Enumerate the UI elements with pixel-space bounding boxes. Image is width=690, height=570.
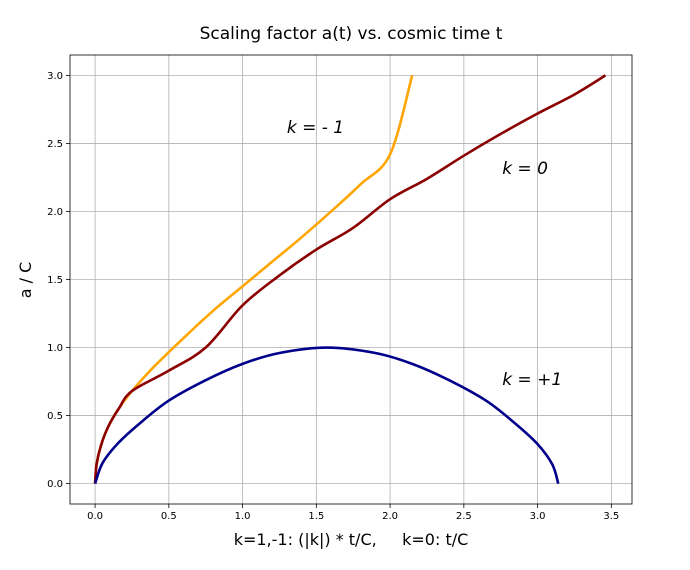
x-tick-label: 3.0	[530, 511, 546, 522]
y-tick-label: 0.5	[47, 411, 63, 422]
annotation-label: k = - 1	[287, 118, 344, 138]
chart-title: Scaling factor a(t) vs. cosmic time t	[200, 24, 503, 44]
axis-ticks: 0.0 0.5 1.0 1.5 2.0 2.5 3.0 3.5 0.0 0.5 1.0 1.5 2.0 2…	[47, 71, 619, 522]
y-tick-label: 1.0	[47, 343, 63, 354]
y-tick-label: 0.0	[47, 479, 63, 490]
x-tick-label: 0.0	[87, 511, 103, 522]
series-line-k-0	[93, 74, 607, 484]
x-tick-label: 1.0	[235, 511, 251, 522]
x-tick-label: 1.5	[308, 511, 324, 522]
y-tick-label: 1.5	[47, 275, 63, 286]
plot-series	[93, 74, 607, 485]
x-tick-label: 2.0	[382, 511, 398, 522]
x-tick-label: 0.5	[161, 511, 177, 522]
annotation-label: k = +1	[502, 370, 562, 390]
grid	[70, 55, 632, 504]
annotation-label: k = 0	[502, 159, 548, 179]
y-tick-label: 2.5	[47, 139, 63, 150]
x-tick-label: 3.5	[603, 511, 619, 522]
series-line-k-1	[93, 346, 560, 485]
x-tick-label: 2.5	[456, 511, 472, 522]
y-tick-label: 2.0	[47, 207, 63, 218]
annotations: k = - 1 k = 0 k = +1	[287, 118, 562, 390]
y-tick-label: 3.0	[47, 71, 63, 82]
y-axis-label: a / C	[16, 262, 35, 299]
x-axis-label: k=1,-1: (|k|) * t/C, k=0: t/C	[234, 530, 469, 549]
